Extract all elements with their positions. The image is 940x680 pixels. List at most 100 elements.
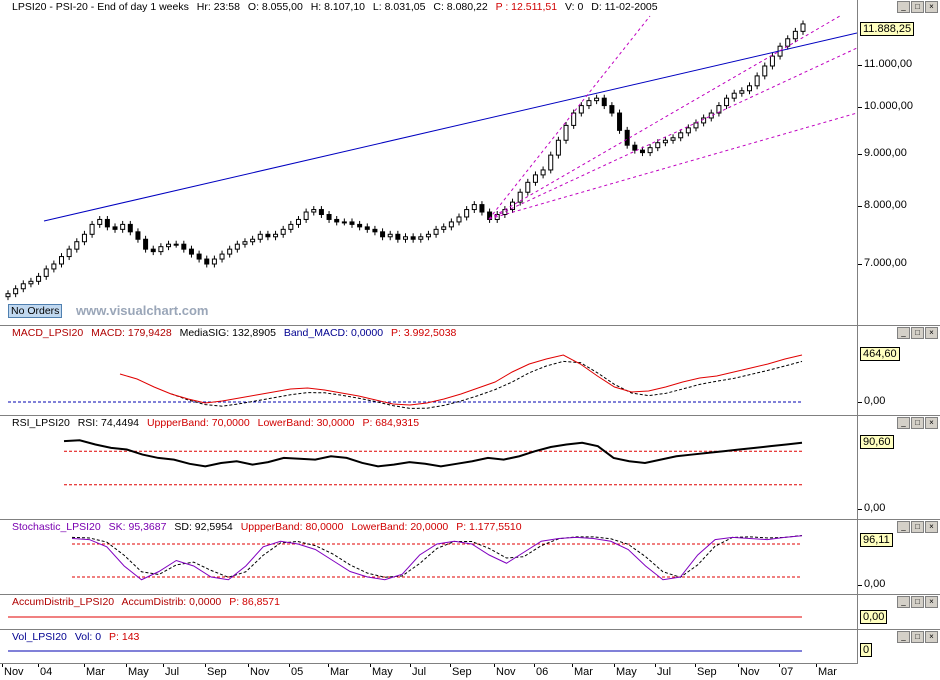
x-tick-mark	[655, 664, 656, 667]
x-tick-label: Jul	[657, 666, 672, 678]
candle-body	[357, 223, 363, 228]
minimize-icon[interactable]: _	[897, 631, 910, 643]
minimize-icon[interactable]: _	[897, 417, 910, 429]
minimize-icon[interactable]: _	[897, 1, 910, 13]
candle-body	[662, 139, 668, 144]
pane-window-buttons[interactable]: _ □ ×	[897, 1, 938, 13]
x-tick-label: Mar	[86, 666, 105, 678]
rsi-header: RSI_LPSI20 RSI: 74,4494 UppperBand: 70,0…	[12, 417, 424, 429]
price-pane[interactable]: LPSI20 - PSI-20 - End of day 1 weeks Hr:…	[0, 0, 940, 326]
candle-body	[395, 233, 401, 240]
macd-scale[interactable]: _ □ × 464,60 0,00	[858, 326, 940, 415]
candle-body	[746, 85, 752, 92]
rsi-line	[63, 439, 803, 468]
candle-body	[166, 243, 172, 248]
x-tick-mark	[38, 664, 39, 667]
pane-window-buttons[interactable]: _ □ ×	[897, 521, 938, 533]
macd-current-badge: 464,60	[860, 347, 900, 361]
candle-body	[555, 139, 561, 156]
vol-scale[interactable]: _ □ × 0	[858, 630, 940, 663]
maximize-icon[interactable]: □	[911, 521, 924, 533]
x-tick-label: 05	[291, 666, 304, 678]
candle-body	[800, 23, 806, 32]
candle-body	[487, 211, 493, 220]
maximize-icon[interactable]: □	[911, 1, 924, 13]
candle-body	[66, 248, 72, 258]
accum-p: P: 86,8571	[229, 596, 280, 608]
price-chart[interactable]	[0, 0, 857, 325]
no-orders-badge[interactable]: No Orders	[8, 304, 63, 318]
rsi-current-badge: 90,60	[860, 435, 894, 449]
rsi-value: RSI: 74,4494	[77, 417, 140, 429]
close-icon[interactable]: ×	[925, 1, 938, 13]
price-scale[interactable]: _ □ × 11.888,25 11.000,00 10.000,00 9.00…	[858, 0, 940, 325]
stoch-plot[interactable]: Stochastic_LPSI20 SK: 95,3687 SD: 92,595…	[0, 520, 858, 594]
rsi-plot[interactable]: RSI_LPSI20 RSI: 74,4494 UppperBand: 70,0…	[0, 416, 858, 519]
candle-body	[670, 137, 676, 141]
candle-body	[104, 218, 110, 228]
accum-chart[interactable]	[0, 595, 857, 629]
minimize-icon[interactable]: _	[897, 596, 910, 608]
pane-window-buttons[interactable]: _ □ ×	[897, 631, 938, 643]
trend-line	[43, 32, 857, 222]
date-label: D: 11-02-2005	[591, 1, 658, 13]
x-tick-mark	[370, 664, 371, 667]
stoch-sd: SD: 92,5954	[174, 521, 233, 533]
candle-body	[372, 228, 378, 233]
accum-scale[interactable]: _ □ × 0,00	[858, 595, 940, 629]
candle-body	[273, 233, 279, 238]
candle-body	[341, 221, 347, 224]
close-icon[interactable]: ×	[925, 417, 938, 429]
stoch-pane[interactable]: Stochastic_LPSI20 SK: 95,3687 SD: 92,595…	[0, 520, 940, 595]
macd-pane[interactable]: MACD_LPSI20 MACD: 179,9428 MediaSIG: 132…	[0, 326, 940, 416]
accum-current-badge: 0,00	[860, 610, 888, 624]
rsi-pane[interactable]: RSI_LPSI20 RSI: 74,4494 UppperBand: 70,0…	[0, 416, 940, 520]
maximize-icon[interactable]: □	[911, 327, 924, 339]
macd-chart[interactable]	[0, 326, 857, 415]
candle-body	[158, 246, 164, 253]
candle-body	[762, 65, 768, 77]
rsi-chart[interactable]	[0, 416, 857, 519]
close-icon[interactable]: ×	[925, 327, 938, 339]
maximize-icon[interactable]: □	[911, 596, 924, 608]
price-plot[interactable]: LPSI20 - PSI-20 - End of day 1 weeks Hr:…	[0, 0, 858, 325]
stoch-chart[interactable]	[0, 520, 857, 594]
close-icon[interactable]: ×	[925, 596, 938, 608]
close-label: C: 8.080,22	[433, 1, 488, 13]
vol-chart[interactable]	[0, 630, 857, 663]
candle-body	[36, 275, 42, 282]
vol-pane[interactable]: Vol_LPSI20 Vol: 0 P: 143 _ □ × 0	[0, 630, 940, 663]
candle-body	[127, 223, 133, 233]
close-icon[interactable]: ×	[925, 521, 938, 533]
candle-body	[5, 293, 11, 298]
candle-body	[242, 241, 248, 245]
minimize-icon[interactable]: _	[897, 521, 910, 533]
accum-pane[interactable]: AccumDistrib_LPSI20 AccumDistrib: 0,0000…	[0, 595, 940, 630]
pane-window-buttons[interactable]: _ □ ×	[897, 417, 938, 429]
candle-body	[624, 129, 630, 146]
candle-body	[418, 236, 424, 240]
pane-window-buttons[interactable]: _ □ ×	[897, 596, 938, 608]
x-tick-label: 07	[781, 666, 794, 678]
minimize-icon[interactable]: _	[897, 327, 910, 339]
close-icon[interactable]: ×	[925, 631, 938, 643]
macd-header: MACD_LPSI20 MACD: 179,9428 MediaSIG: 132…	[12, 327, 461, 339]
candle-body	[754, 75, 760, 87]
candle-body	[380, 231, 386, 238]
candle-body	[456, 216, 462, 223]
accum-plot[interactable]: AccumDistrib_LPSI20 AccumDistrib: 0,0000…	[0, 595, 858, 629]
rsi-scale[interactable]: _ □ × 90,60 0,00	[858, 416, 940, 519]
candle-body	[288, 223, 294, 230]
stoch-name: Stochastic_LPSI20	[12, 521, 101, 533]
x-axis[interactable]: Nov 04 Mar May Jul Sep Nov 05 Mar May Jul Sep Nov 06 M…	[0, 663, 858, 680]
maximize-icon[interactable]: □	[911, 631, 924, 643]
pane-window-buttons[interactable]: _ □ ×	[897, 327, 938, 339]
candle-body	[112, 226, 118, 230]
rsi-lower: LowerBand: 30,0000	[257, 417, 355, 429]
macd-plot[interactable]: MACD_LPSI20 MACD: 179,9428 MediaSIG: 132…	[0, 326, 858, 415]
vol-plot[interactable]: Vol_LPSI20 Vol: 0 P: 143	[0, 630, 858, 663]
candle-body	[410, 236, 416, 240]
maximize-icon[interactable]: □	[911, 417, 924, 429]
stoch-scale[interactable]: _ □ × 96,11 0,00	[858, 520, 940, 594]
x-tick-mark	[84, 664, 85, 667]
